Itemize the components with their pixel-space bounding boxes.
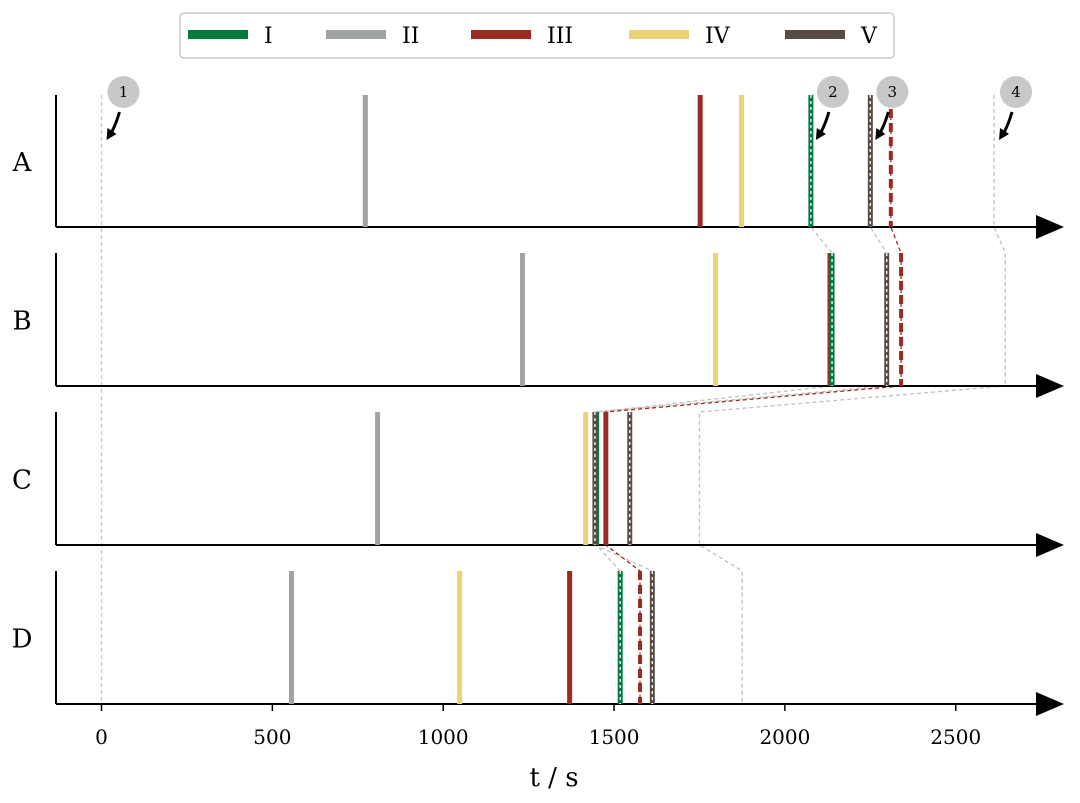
connector-lines	[100, 95, 1006, 704]
x-tick-label-1000: 1000	[418, 725, 469, 749]
x-axis: 0 500 1000 1500 2000 2500 t / s	[95, 704, 981, 793]
connector-line-0	[595, 95, 833, 704]
legend-label-III: III	[547, 24, 573, 49]
row-D-arrowhead	[1036, 692, 1064, 716]
x-tick-label-1500: 1500	[589, 725, 640, 749]
marker-label-3: 3	[888, 83, 898, 101]
row-label-C: C	[12, 466, 32, 496]
marker-circle-4	[1000, 76, 1033, 108]
legend-label-I: I	[264, 24, 273, 49]
legend-swatch-II	[326, 30, 386, 39]
marker-arrowhead-1	[106, 128, 117, 140]
legend-swatch-III	[471, 30, 531, 39]
x-tick-label-2500: 2500	[930, 725, 981, 749]
row-A-arrowhead	[1036, 215, 1064, 239]
legend-swatch-V	[785, 30, 845, 39]
legend-label-IV: IV	[705, 24, 731, 49]
row-label-B: B	[12, 307, 31, 337]
connector-line-1	[594, 95, 888, 704]
row-label-D: D	[12, 625, 33, 655]
x-tick-label-2000: 2000	[759, 725, 810, 749]
legend-label-V: V	[860, 24, 878, 49]
event-marks	[288, 95, 904, 704]
x-axis-label: t / s	[529, 763, 578, 793]
marker-circle-3	[876, 76, 909, 108]
connector-line-3	[698, 95, 1006, 704]
row-panels: A B C D	[12, 95, 1064, 716]
marker-arrowhead-3	[875, 128, 886, 140]
legend-label-II: II	[402, 24, 419, 49]
x-tick-label-0: 0	[95, 725, 108, 749]
legend: I II III IV V	[179, 12, 895, 59]
row-label-A: A	[12, 148, 33, 178]
marker-label-4: 4	[1011, 83, 1021, 101]
marker-circle-1	[107, 76, 140, 108]
marker-arrowhead-2	[815, 128, 826, 140]
marker-label-2: 2	[828, 83, 838, 101]
legend-swatch-I	[188, 30, 248, 39]
row-B-arrowhead	[1036, 374, 1064, 398]
marker-circle-2	[816, 76, 849, 108]
numbered-markers: 1 2 3 4	[106, 76, 1033, 140]
marker-arrowhead-4	[999, 128, 1010, 140]
x-tick-label-500: 500	[253, 725, 291, 749]
connector-line-2	[605, 95, 902, 704]
row-C-arrowhead	[1036, 533, 1064, 557]
legend-swatch-IV	[629, 30, 689, 39]
legend-box	[179, 12, 895, 59]
marker-label-1: 1	[119, 83, 129, 101]
